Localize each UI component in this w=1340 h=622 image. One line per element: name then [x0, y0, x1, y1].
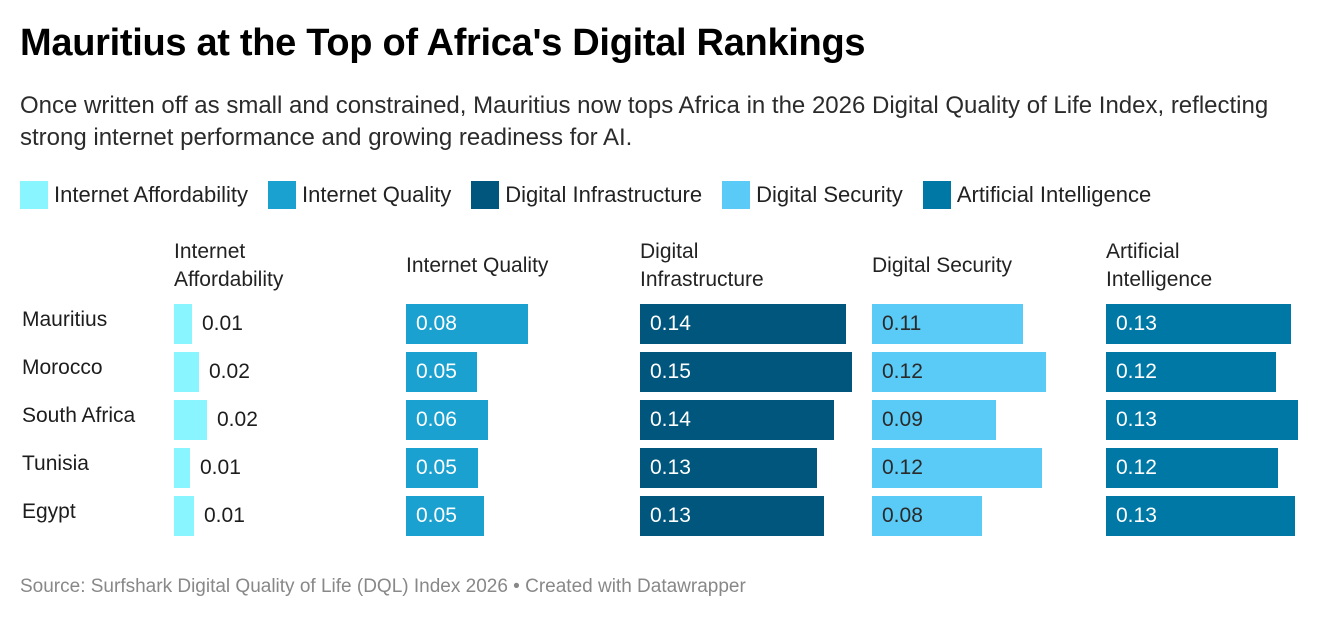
bar-artificial-intelligence-morocco — [1106, 352, 1276, 392]
bar-digital-security-tunisia — [872, 448, 1042, 488]
bar-value-label: 0.13 — [650, 456, 691, 479]
bar-value-label: 0.14 — [650, 408, 691, 431]
bar-internet-affordability-tunisia — [174, 448, 190, 488]
bar-value-label: 0.02 — [209, 360, 250, 383]
bar-digital-infrastructure-egypt — [640, 496, 824, 536]
column-header-internet-affordability: Internet Affordability — [174, 240, 284, 291]
bar-value-label: 0.08 — [882, 504, 923, 527]
bar-artificial-intelligence-south-africa — [1106, 400, 1298, 440]
legend-label: Internet Affordability — [54, 182, 249, 207]
chart-title: Mauritius at the Top of Africa's Digital… — [20, 22, 866, 64]
bar-digital-infrastructure-tunisia — [640, 448, 817, 488]
bar-value-label: 0.01 — [204, 504, 245, 527]
legend-item-internet-quality: Internet Quality — [268, 181, 451, 209]
bar-value-label: 0.05 — [416, 360, 457, 383]
bar-value-label: 0.13 — [1116, 312, 1157, 335]
bar-internet-quality-egypt — [406, 496, 484, 536]
bar-value-label: 0.13 — [650, 504, 691, 527]
bar-value-label: 0.05 — [416, 504, 457, 527]
column-header-internet-quality: Internet Quality — [406, 254, 549, 277]
bar-artificial-intelligence-mauritius — [1106, 304, 1291, 344]
legend-swatch — [922, 181, 951, 209]
legend-item-digital-security: Digital Security — [722, 181, 903, 209]
bar-value-label: 0.12 — [882, 360, 923, 383]
legend-label: Internet Quality — [302, 182, 452, 207]
bar-value-label: 0.01 — [200, 456, 241, 479]
legend-label: Digital Security — [756, 182, 903, 207]
legend-label: Digital Infrastructure — [505, 182, 703, 207]
column-header-digital-security: Digital Security — [872, 254, 1013, 277]
bar-internet-affordability-mauritius — [174, 304, 192, 344]
row-label-south-africa: South Africa — [22, 404, 136, 427]
bar-value-label: 0.13 — [1116, 408, 1157, 431]
legend: Internet Affordability Internet Quality … — [20, 180, 1171, 210]
column-header-digital-infrastructure: Digital Infrastructure — [640, 240, 764, 291]
bar-digital-security-south-africa — [872, 400, 996, 440]
bar-artificial-intelligence-egypt — [1106, 496, 1295, 536]
legend-item-digital-infrastructure: Digital Infrastructure — [471, 181, 702, 209]
legend-swatch — [722, 181, 751, 209]
bar-digital-infrastructure-morocco — [640, 352, 852, 392]
bar-value-label: 0.06 — [416, 408, 457, 431]
row-label-egypt: Egypt — [22, 500, 76, 523]
bar-digital-security-egypt — [872, 496, 982, 536]
bar-internet-quality-mauritius — [406, 304, 528, 344]
bar-value-label: 0.11 — [882, 312, 922, 335]
bar-value-label: 0.08 — [416, 312, 457, 335]
bar-internet-affordability-south-africa — [174, 400, 207, 440]
row-label-tunisia: Tunisia — [22, 452, 89, 475]
bar-value-label: 0.09 — [882, 408, 923, 431]
row-label-mauritius: Mauritius — [22, 308, 108, 331]
bar-artificial-intelligence-tunisia — [1106, 448, 1278, 488]
legend-swatch — [268, 181, 297, 209]
bar-value-label: 0.14 — [650, 312, 691, 335]
bar-value-label: 0.12 — [882, 456, 923, 479]
bar-internet-quality-tunisia — [406, 448, 478, 488]
bar-value-label: 0.05 — [416, 456, 457, 479]
legend-item-artificial-intelligence: Artificial Intelligence — [922, 181, 1152, 209]
bar-internet-affordability-morocco — [174, 352, 199, 392]
bar-digital-infrastructure-south-africa — [640, 400, 834, 440]
bar-value-label: 0.12 — [1116, 456, 1157, 479]
bar-digital-security-mauritius — [872, 304, 1023, 344]
legend-swatch — [20, 181, 48, 209]
row-label-morocco: Morocco — [22, 356, 103, 379]
legend-item-internet-affordability: Internet Affordability — [20, 181, 248, 209]
bar-internet-affordability-egypt — [174, 496, 194, 536]
bar-digital-infrastructure-mauritius — [640, 304, 846, 344]
bar-value-label: 0.02 — [217, 408, 258, 431]
bar-digital-security-morocco — [872, 352, 1046, 392]
legend-label: Artificial Intelligence — [956, 182, 1152, 207]
source-footer: Source: Surfshark Digital Quality of Lif… — [20, 576, 746, 597]
bar-value-label: 0.01 — [202, 312, 243, 335]
column-header-artificial-intelligence: Artificial Intelligence — [1106, 240, 1213, 291]
bar-value-label: 0.15 — [650, 360, 691, 383]
bar-value-label: 0.13 — [1116, 504, 1157, 527]
bar-chart-grid: Mauritius Morocco South Africa Tunisia Egypt… — [0, 230, 1340, 550]
bar-internet-quality-south-africa — [406, 400, 488, 440]
bar-internet-quality-morocco — [406, 352, 477, 392]
bar-value-label: 0.12 — [1116, 360, 1157, 383]
legend-swatch — [471, 181, 500, 209]
chart-subtitle: Once written off as small and constraine… — [20, 92, 1269, 151]
